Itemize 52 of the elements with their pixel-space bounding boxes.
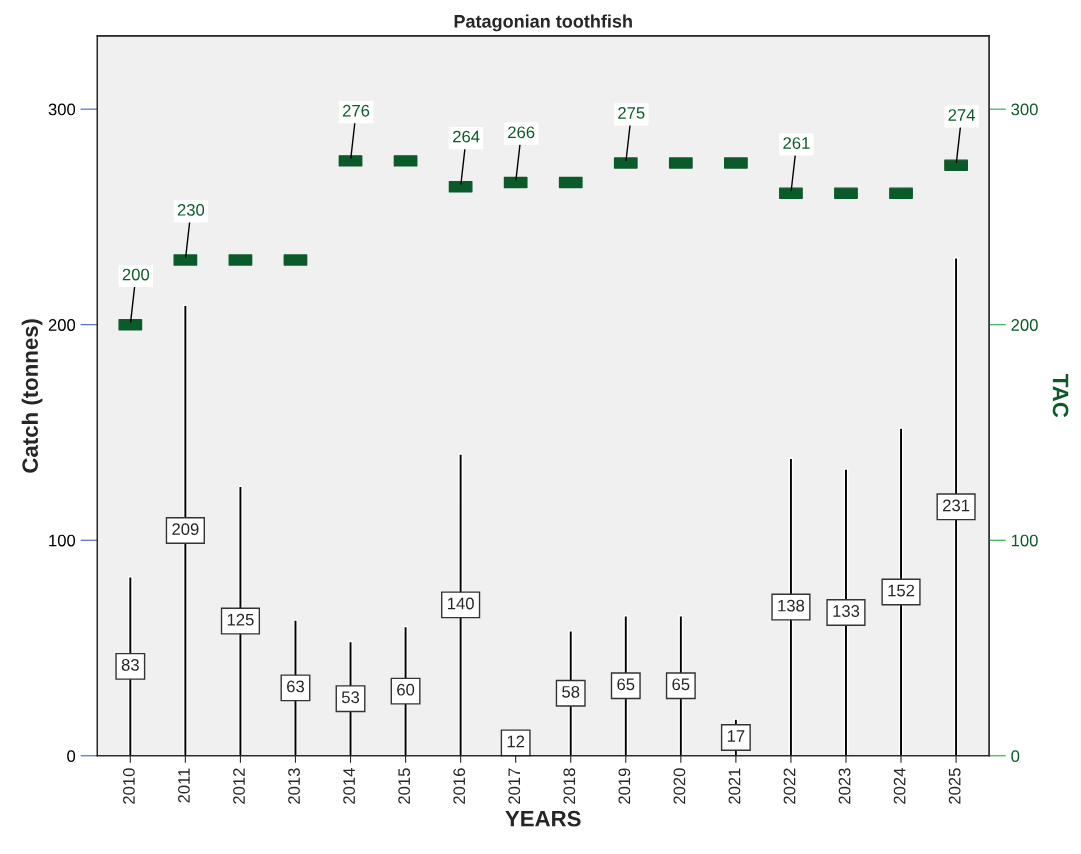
x-tick-label: 2020 <box>673 768 686 804</box>
x-tick-label: 2021 <box>728 768 741 804</box>
data-label: 138 <box>778 599 805 612</box>
x-tick-label: 2022 <box>783 768 796 804</box>
x-tick-label: 2013 <box>288 768 300 804</box>
y2-tick-label: 200 <box>1011 319 1038 331</box>
data-label: 133 <box>833 605 860 617</box>
data-label: 63 <box>287 680 305 693</box>
y2-axis-title: TAC <box>1052 374 1069 418</box>
data-label: 152 <box>888 584 915 597</box>
data-label: 266 <box>508 126 535 139</box>
data-label: 200 <box>122 268 150 281</box>
data-label: 65 <box>617 678 635 691</box>
data-label: 53 <box>341 691 360 704</box>
data-label: 276 <box>342 104 370 117</box>
x-tick-label: 2016 <box>453 768 466 804</box>
data-label: 83 <box>121 659 139 671</box>
y2-tick-label: 0 <box>1011 750 1020 762</box>
data-label: 65 <box>672 678 690 691</box>
data-label: 231 <box>943 499 970 512</box>
y-tick-label: 300 <box>48 103 76 116</box>
y-tick-label: 0 <box>67 750 76 762</box>
x-tick-label: 2017 <box>508 768 521 804</box>
y-axis-title: Catch (tonnes) <box>21 319 43 473</box>
x-tick-label: 2010 <box>122 768 135 804</box>
data-label: 209 <box>172 523 199 536</box>
x-axis-title: YEARS <box>505 810 581 827</box>
data-label: 230 <box>177 203 205 216</box>
data-label: 60 <box>397 683 415 696</box>
x-tick-label: 2012 <box>233 768 245 804</box>
data-label: 58 <box>562 685 580 698</box>
x-tick-label: 2015 <box>398 768 411 804</box>
x-tick-label: 2018 <box>563 768 576 804</box>
chart-title: Patagonian toothfish <box>454 14 632 32</box>
data-label: 275 <box>618 106 645 119</box>
data-label: 140 <box>447 597 474 610</box>
x-tick-label: 2011 <box>178 768 190 803</box>
x-tick-label: 2014 <box>343 768 355 804</box>
data-label: 125 <box>227 613 254 626</box>
x-tick-label: 2019 <box>618 768 631 804</box>
x-tick-label: 2024 <box>893 768 906 804</box>
y2-tick-label: 100 <box>1011 534 1038 547</box>
data-label: 264 <box>453 130 480 143</box>
data-label: 12 <box>507 735 525 748</box>
data-label: 17 <box>727 730 745 742</box>
y2-tick-label: 300 <box>1011 103 1038 116</box>
y-tick-label: 200 <box>48 319 76 331</box>
x-tick-label: 2023 <box>838 768 851 804</box>
data-label: 261 <box>783 137 810 149</box>
x-tick-label: 2025 <box>948 768 961 804</box>
data-label: 274 <box>948 109 976 121</box>
y-tick-label: 100 <box>49 534 76 547</box>
